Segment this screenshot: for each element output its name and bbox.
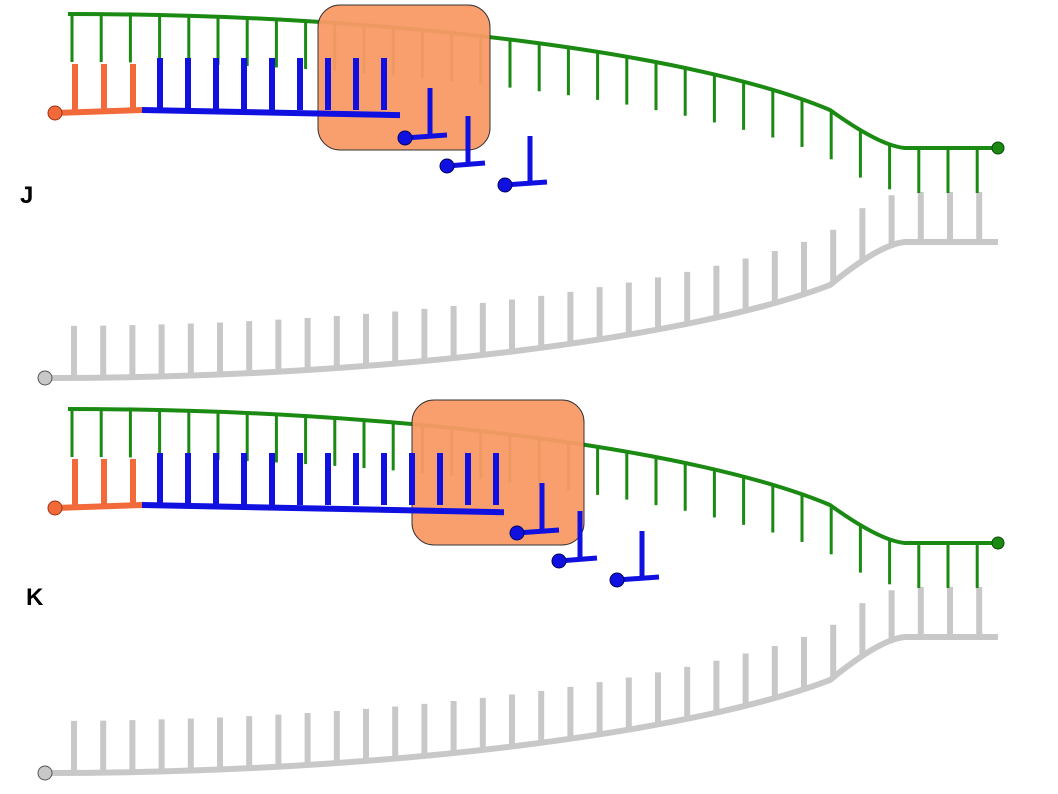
primer — [54, 107, 143, 116]
primer-end — [47, 500, 63, 516]
panel-label: J — [20, 182, 33, 209]
panel-label: K — [26, 584, 44, 611]
parent-strand — [67, 407, 998, 545]
nucleotide — [609, 572, 625, 588]
panel-k: K — [26, 399, 1005, 781]
panel-j: J — [20, 4, 1005, 386]
primer — [54, 502, 143, 511]
new-strand — [141, 502, 505, 516]
nucleotide — [551, 553, 567, 569]
template-end — [37, 370, 53, 386]
nucleotide — [509, 525, 525, 541]
parent-strand — [67, 12, 998, 150]
new-strand — [141, 107, 401, 119]
template-strand — [44, 239, 998, 381]
template-end — [37, 765, 53, 781]
polymerase — [317, 4, 491, 151]
parent-end — [991, 141, 1005, 155]
nucleotide — [397, 130, 413, 146]
nucleotide — [497, 177, 513, 193]
nucleotide — [439, 158, 455, 174]
template-strand — [44, 634, 998, 776]
parent-end — [991, 536, 1005, 550]
primer-end — [47, 105, 63, 121]
